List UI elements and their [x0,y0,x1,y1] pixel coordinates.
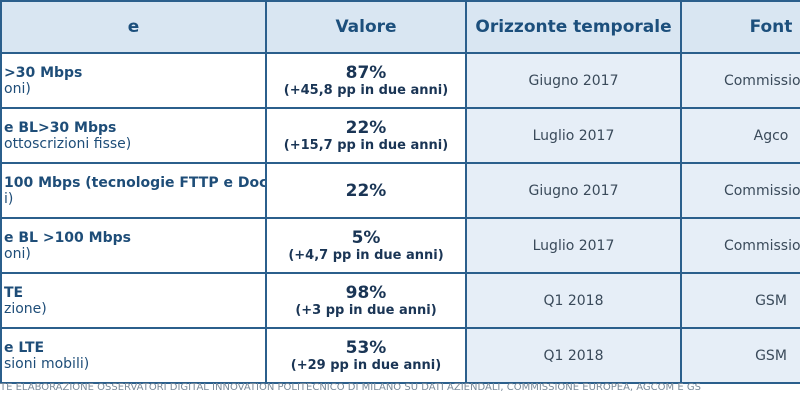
header-row: e Valore Orizzonte temporale Font [0,0,800,54]
value-change: (+15,7 pp in due anni) [283,138,449,153]
indicator-text: oni) [4,245,31,262]
value-text: 22% [345,118,387,138]
indicator-cell: TE zione) [0,272,267,329]
source-note: TE ELABORAZIONE OSSERVATORI DIGITAL INNO… [0,382,701,393]
source-cell: GSM [680,327,800,384]
indicator-cell: 100 Mbps (tecnologie FTTP e Docsis 3.0)i… [0,162,267,219]
source-cell: Commissione [680,162,800,219]
column-header: Valore [265,0,467,54]
period-cell: Luglio 2017 [465,217,682,274]
indicator-text: >30 Mbps [4,64,83,81]
indicator-cell: >30 Mbps oni) [0,52,267,109]
data-table: e Valore Orizzonte temporale Font >30 Mbps o… [0,0,800,384]
period-cell: Q1 2018 [465,327,682,384]
indicator-text: zione) [4,300,47,317]
source-cell: Commissione [680,217,800,274]
indicator-cell: e BL>30 Mbps ottoscrizioni fisse) [0,107,267,164]
source-cell: Agco [680,107,800,164]
source-cell: Commissione [680,52,800,109]
indicator-text: oni) [4,80,31,97]
indicator-text: e BL >100 Mbps [4,229,131,246]
period-cell: Giugno 2017 [465,52,682,109]
value-text: 98% [345,283,387,303]
indicator-text: e BL>30 Mbps [4,119,117,136]
table-row: e BL>30 Mbps ottoscrizioni fisse) 22% (+15,… [0,107,800,164]
value-change: (+3 pp in due anni) [295,303,437,318]
value-cell: 98% (+3 pp in due anni) [265,272,467,329]
value-change: (+45,8 pp in due anni) [283,83,449,98]
indicator-text: e LTE [4,339,45,356]
value-text: 5% [351,228,381,248]
period-cell: Giugno 2017 [465,162,682,219]
indicator-cell: e BL >100 Mbps oni) [0,217,267,274]
indicator-text: ottoscrizioni fisse) [4,135,132,152]
value-cell: 53% (+29 pp in due anni) [265,327,467,384]
value-change: (+4,7 pp in due anni) [288,248,444,263]
value-change: (+29 pp in due anni) [290,358,442,373]
table-row: e LTE sioni mobili) 53% (+29 pp in due anni… [0,327,800,384]
table-row: TE zione) 98% (+3 pp in due anni) Q1 2018 GSM [0,272,800,329]
table-row: e BL >100 Mbps oni) 5% (+4,7 pp in due anni… [0,217,800,274]
indicator-text: i) [4,190,14,207]
table-body: >30 Mbps oni) 87% (+45,8 pp in due anni) Giu… [0,52,800,384]
indicator-text: 100 Mbps (tecnologie FTTP e Docsis 3.0) [4,174,266,191]
value-cell: 22% (+15,7 pp in due anni) [265,107,467,164]
value-cell: 5% (+4,7 pp in due anni) [265,217,467,274]
value-text: 53% [345,338,387,358]
table-row: 100 Mbps (tecnologie FTTP e Docsis 3.0)i… [0,162,800,219]
value-text: 22% [345,180,387,201]
indicator-text: sioni mobili) [4,355,90,372]
source-cell: GSM [680,272,800,329]
table-row: >30 Mbps oni) 87% (+45,8 pp in due anni) Giu… [0,52,800,109]
column-header: Orizzonte temporale [465,0,682,54]
column-header: Font [680,0,800,54]
column-header: e [0,0,267,54]
value-text: 87% [345,63,387,83]
indicator-text: TE [4,284,24,301]
value-cell: 87% (+45,8 pp in due anni) [265,52,467,109]
value-cell: 22% [265,162,467,219]
period-cell: Q1 2018 [465,272,682,329]
indicator-cell: e LTE sioni mobili) [0,327,267,384]
period-cell: Luglio 2017 [465,107,682,164]
